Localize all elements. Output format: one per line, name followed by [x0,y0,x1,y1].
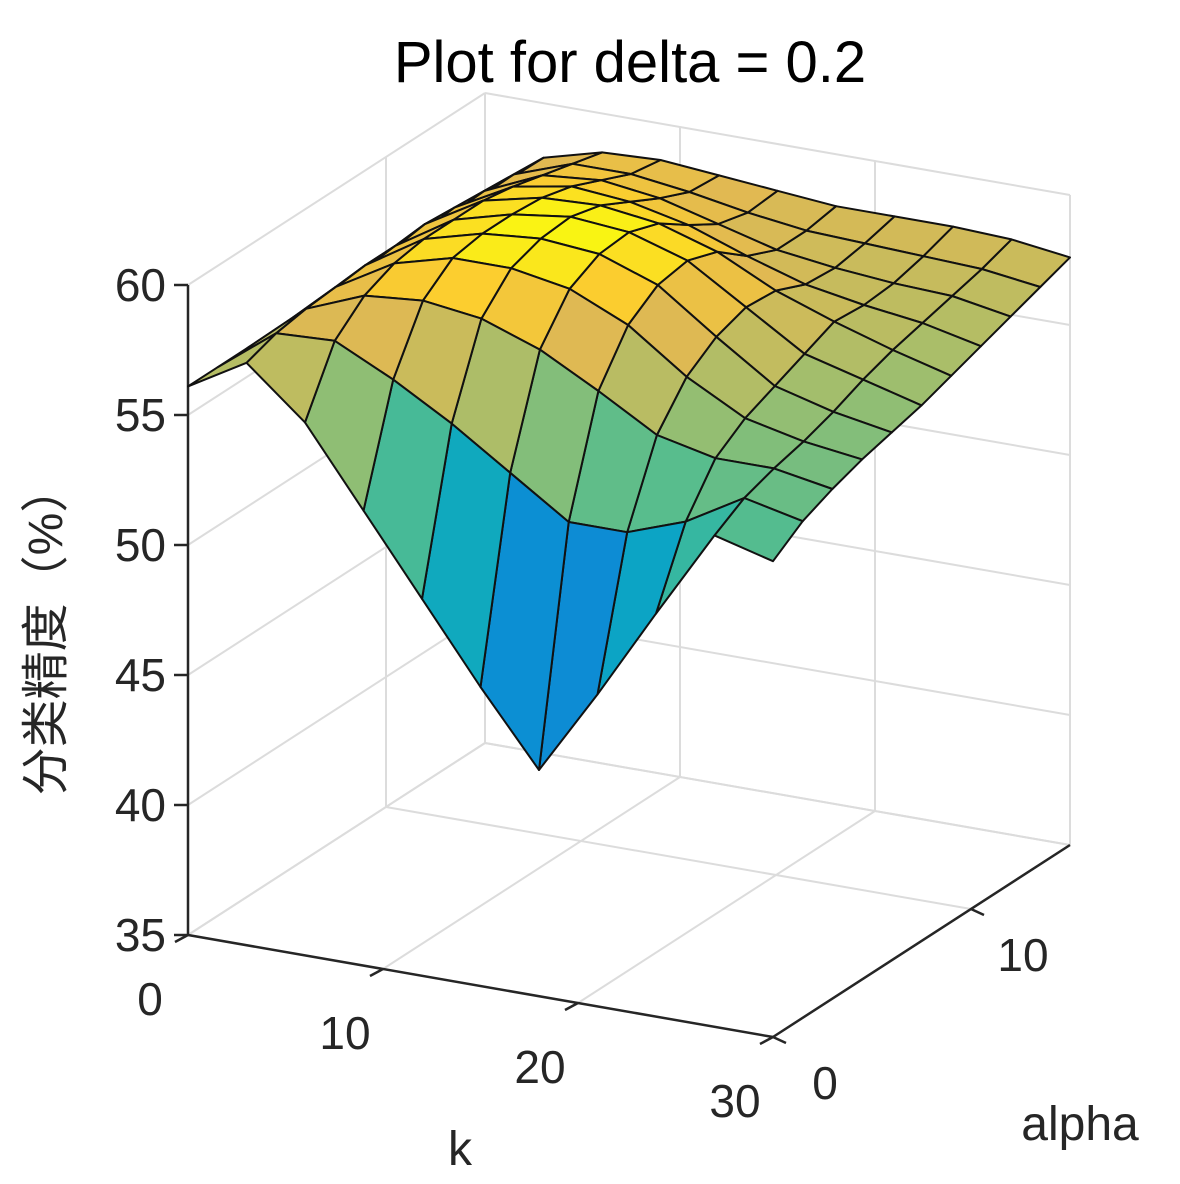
y-tick-label: 10 [997,929,1048,981]
z-axis-label: 分类精度（%） [20,465,73,796]
x-tick-label: 10 [319,1007,370,1059]
x-tick [564,1001,579,1012]
side-wall-grid-line [187,612,486,806]
x-tick-label: 30 [709,1075,760,1127]
z-tick-label: 35 [115,909,166,961]
floor-grid-line [577,810,876,1004]
z-tick-label: 50 [115,519,166,571]
z-tick-label: 55 [115,389,166,441]
x-tick [369,967,384,978]
y-tick-label: 0 [812,1057,838,1109]
x-tick [759,1035,774,1046]
tick-labels: 35 40 45 50 55 60 0 10 20 30 0 10 [115,259,1049,1127]
chart-title: Plot for delta = 0.2 [394,30,866,95]
x-axis-line [187,933,774,1039]
z-tick-label: 45 [115,649,166,701]
surface-mesh [187,151,1071,771]
surface-patch [187,332,278,388]
x-tick [174,933,189,944]
floor-grid-line [385,806,972,910]
back-wall-grid-line [484,92,1071,196]
z-tick-label: 60 [115,259,166,311]
back-wall-grid-line [484,742,1071,846]
y-tick [970,907,985,917]
y-axis-label: alpha [1021,1098,1139,1151]
floor-grid-line [382,776,681,970]
side-wall-grid-line [187,742,486,936]
x-tick-label: 0 [137,973,163,1025]
axes [174,283,1071,1046]
side-wall-grid-line [187,92,486,286]
x-tick-label: 20 [514,1041,565,1093]
z-tick-label: 40 [115,779,166,831]
y-axis-line [772,843,1071,1039]
y-tick [772,1035,787,1045]
x-axis-label: k [448,1123,473,1176]
